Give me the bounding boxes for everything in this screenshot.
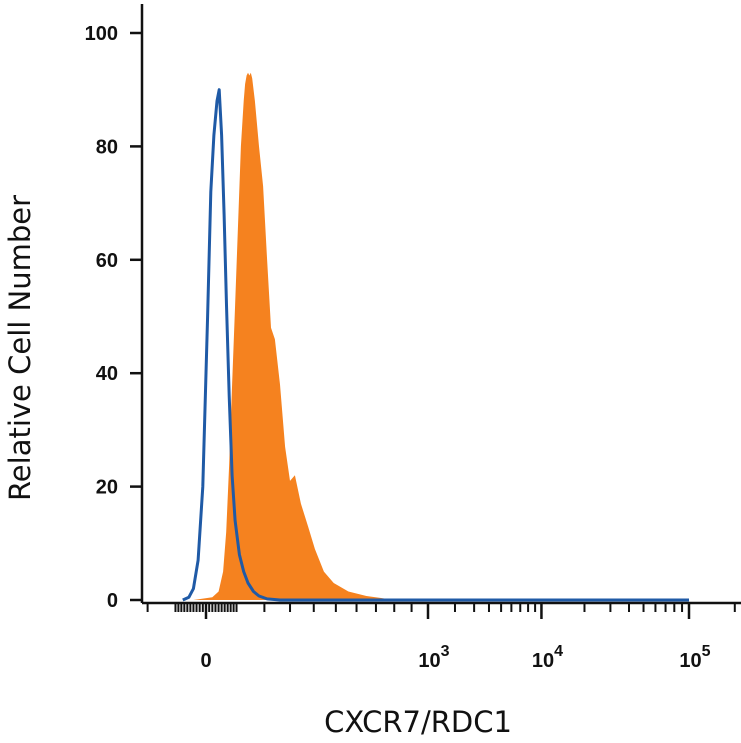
- x-axis-title: CXCR7/RDC1: [324, 705, 512, 739]
- x-tick-label: 103: [418, 643, 449, 672]
- y-axis-title: Relative Cell Number: [3, 195, 37, 501]
- y-tick-label: 40: [96, 363, 118, 385]
- filled-histogram-series: [193, 72, 405, 600]
- x-tick-label: 104: [532, 643, 563, 672]
- y-tick-label: 0: [107, 590, 118, 612]
- y-ticks: 0 20 40 60 80 100: [85, 23, 142, 612]
- y-tick-label: 60: [96, 250, 118, 272]
- x-tick-label: 0: [200, 650, 211, 672]
- axes: [140, 4, 741, 605]
- outline-histogram-series: [182, 88, 689, 602]
- x-ticks: 0 103 104 105: [146, 603, 736, 672]
- plot-area: [182, 72, 689, 602]
- y-tick-label: 80: [96, 136, 118, 158]
- y-tick-label: 100: [85, 23, 118, 45]
- x-tick-label: 105: [679, 643, 710, 672]
- y-tick-label: 20: [96, 477, 118, 499]
